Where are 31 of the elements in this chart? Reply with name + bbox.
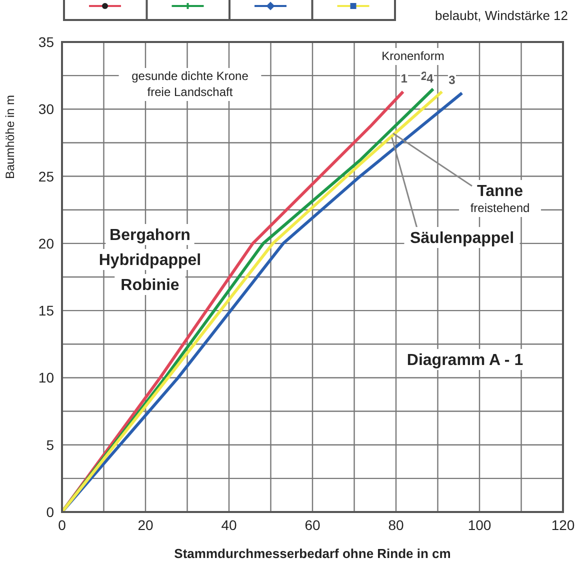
annotation: 1 (400, 72, 408, 86)
x-tick-label: 80 (388, 516, 404, 533)
y-tick-label: 30 (38, 101, 54, 118)
annotation: Robinie (120, 277, 180, 294)
y-tick-label: 25 (38, 168, 54, 184)
annotation: freie Landschaft (147, 85, 234, 99)
annotation: freistehend (470, 201, 530, 215)
y-tick-label: 0 (46, 504, 54, 520)
annotation: gesunde dichte Krone (132, 69, 249, 83)
x-tick-label: 0 (58, 516, 66, 533)
annotation: 4 (426, 72, 434, 86)
annotation: Tanne (477, 183, 524, 200)
x-axis-title: Stammdurchmesserbedarf ohne Rinde in cm (174, 546, 451, 561)
y-tick-label: 15 (38, 302, 54, 319)
annotation: Kronenform (382, 49, 444, 63)
annotation: 3 (448, 73, 456, 88)
y-tick-label: 10 (38, 370, 54, 386)
text: belaubt, Windstärke 12 (435, 8, 568, 23)
annotation: Diagramm A - 1 (406, 352, 524, 369)
y-tick-label: 35 (38, 34, 54, 50)
annotation: Säulenpappel (410, 230, 514, 247)
annotation: Hybridpappel (98, 252, 202, 269)
y-axis-title: Baumhöhe in m (3, 94, 17, 180)
x-tick-label: 40 (221, 516, 237, 533)
y-tick-label: 20 (38, 235, 54, 252)
x-tick-label: 60 (304, 516, 320, 533)
x-tick-label: 100 (468, 516, 492, 533)
annotation: Bergahorn (110, 227, 190, 244)
y-tick-label: 5 (46, 436, 54, 453)
x-tick-label: 120 (551, 516, 575, 533)
x-tick-label: 20 (138, 516, 154, 533)
